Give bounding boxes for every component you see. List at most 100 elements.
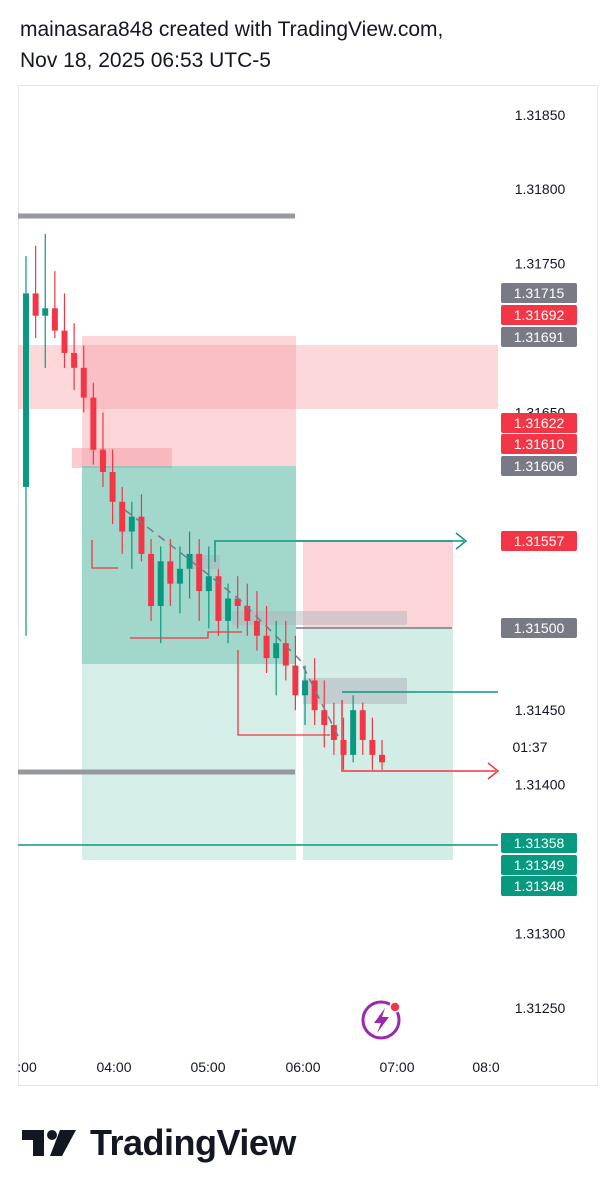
x-tick-label: 08:0: [472, 1059, 499, 1075]
overlays-layer: [18, 213, 500, 846]
x-tick-label: 05:00: [190, 1059, 225, 1075]
price-badge-bg: [501, 305, 577, 325]
structure-line-1: [91, 540, 118, 569]
price-badge: 1.31349: [501, 855, 577, 875]
candle-body: [282, 643, 289, 666]
price-badge: 1.31692: [501, 305, 577, 325]
price-badge-text: 1.31622: [514, 415, 565, 431]
price-badge: 1.31358: [501, 833, 577, 853]
price-badge-text: 1.31557: [514, 533, 565, 549]
price-badge-bg: [501, 413, 577, 433]
price-badge-text: 1.31715: [514, 285, 565, 301]
candle-body: [340, 739, 347, 755]
price-badge-text: 1.31610: [514, 436, 565, 452]
candle-body: [253, 620, 260, 636]
candle-body: [167, 561, 174, 584]
price-badge-text: 1.31691: [514, 329, 565, 345]
price-badge: 1.31715: [501, 283, 577, 303]
price-badge-bg: [501, 434, 577, 454]
candle-body: [263, 635, 270, 659]
candle-body: [196, 553, 203, 592]
price-badge: 1.31606: [501, 456, 577, 476]
candle-body: [292, 665, 299, 696]
structure-line-2: [130, 631, 242, 639]
tradingview-logo[interactable]: TradingView: [22, 1122, 296, 1164]
candle-body: [350, 710, 357, 755]
candle-body: [61, 330, 68, 353]
candle-body: [99, 449, 106, 473]
countdown-label: 01:37: [512, 739, 547, 755]
price-badge: 1.31348: [501, 876, 577, 896]
lightning-icon: [361, 1000, 401, 1040]
candle-body: [80, 367, 87, 398]
zones-layer: [18, 336, 498, 860]
lightning-icon-ring: [361, 1000, 401, 1040]
candle-body: [51, 308, 58, 331]
candle-body: [321, 710, 328, 726]
candle-body: [225, 598, 232, 621]
chart-header: mainasara848 created with TradingView.co…: [20, 14, 443, 76]
structure-line-3: [237, 650, 330, 736]
supply-zone-small: [72, 448, 172, 468]
price-badge-bg: [501, 855, 577, 875]
candle-body: [244, 605, 251, 621]
price-badge: 1.31610: [501, 434, 577, 454]
dashed-trendline: [124, 509, 341, 741]
candle-body: [90, 397, 97, 450]
short-position-risk-zone: [82, 336, 296, 466]
y-tick-label: 1.31450: [515, 702, 566, 718]
candle-body: [32, 293, 39, 316]
price-badge-text: 1.31692: [514, 307, 565, 323]
candle-body: [379, 754, 385, 763]
candle-body: [138, 516, 145, 554]
price-badge-bg: [501, 618, 577, 638]
x-tick-label: :00: [17, 1059, 37, 1075]
price-badge-bg: [501, 456, 577, 476]
price-badge-text: 1.31500: [514, 620, 565, 636]
price-badge: 1.31500: [501, 618, 577, 638]
gap-box-3: [303, 678, 407, 704]
arrowhead-teal: [455, 532, 468, 550]
candle-body: [186, 553, 193, 569]
candle-body: [157, 561, 164, 606]
candle-body: [109, 472, 116, 502]
y-tick-label: 1.31400: [515, 777, 566, 793]
x-tick-label: 04:00: [96, 1059, 131, 1075]
chart-frame: [18, 85, 598, 1086]
x-tick-label: 06:00: [285, 1059, 320, 1075]
candle-body: [330, 725, 337, 740]
projection-arrow-teal: [214, 540, 464, 562]
candle-body: [42, 308, 49, 316]
short-position-target-zone-ext: [82, 664, 296, 860]
price-badge-bg: [501, 531, 577, 551]
price-badge: 1.31691: [501, 327, 577, 347]
axis-layer: 1.318501.318001.317501.316501.314501.314…: [17, 107, 577, 1075]
lightning-icon-bolt: [374, 1008, 389, 1033]
tradingview-wordmark: TradingView: [90, 1122, 296, 1163]
price-badge: 1.31557: [501, 531, 577, 551]
candle-body: [273, 643, 280, 659]
candle-body: [176, 568, 183, 584]
price-badge-text: 1.31349: [514, 857, 565, 873]
candles-layer: [23, 233, 385, 770]
price-badge-text: 1.31606: [514, 458, 565, 474]
tradingview-logo-icon: [22, 1130, 76, 1156]
y-tick-label: 1.31800: [515, 181, 566, 197]
second-position-target-zone: [303, 628, 453, 860]
price-badge: 1.31622: [501, 413, 577, 433]
y-tick-label: 1.31300: [515, 925, 566, 941]
price-badge-bg: [501, 833, 577, 853]
notification-dot: [389, 1001, 401, 1013]
candle-body: [128, 516, 135, 532]
candle-body: [215, 576, 222, 621]
header-line-2: Nov 18, 2025 06:53 UTC-5: [20, 49, 271, 72]
candle-body: [311, 680, 318, 711]
candle-body: [369, 739, 376, 755]
projection-arrow-red: [341, 700, 496, 772]
y-tick-label: 1.31750: [515, 256, 566, 272]
x-tick-label: 07:00: [379, 1059, 414, 1075]
candle-body: [71, 352, 78, 368]
price-badge-bg: [501, 283, 577, 303]
candle-body: [359, 710, 366, 740]
